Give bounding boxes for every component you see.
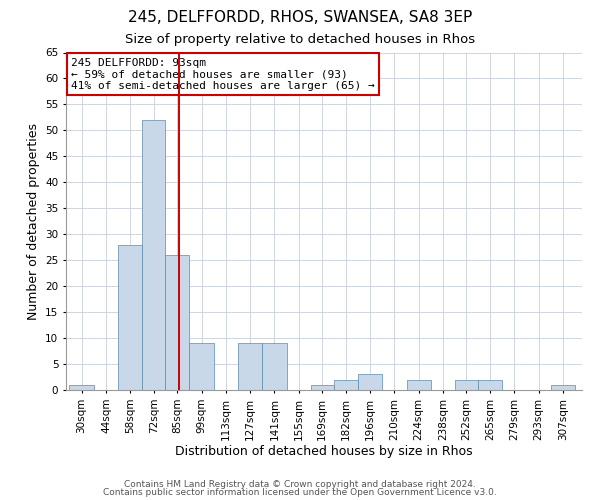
X-axis label: Distribution of detached houses by size in Rhos: Distribution of detached houses by size … bbox=[175, 446, 473, 458]
Text: Contains public sector information licensed under the Open Government Licence v3: Contains public sector information licen… bbox=[103, 488, 497, 497]
Text: Contains HM Land Registry data © Crown copyright and database right 2024.: Contains HM Land Registry data © Crown c… bbox=[124, 480, 476, 489]
Y-axis label: Number of detached properties: Number of detached properties bbox=[26, 122, 40, 320]
Bar bbox=[190, 344, 214, 390]
Bar bbox=[142, 120, 165, 390]
Bar bbox=[118, 244, 142, 390]
Text: Size of property relative to detached houses in Rhos: Size of property relative to detached ho… bbox=[125, 32, 475, 46]
Bar bbox=[478, 380, 502, 390]
Bar bbox=[455, 380, 478, 390]
Bar bbox=[358, 374, 382, 390]
Bar bbox=[238, 344, 262, 390]
Bar bbox=[262, 344, 287, 390]
Bar bbox=[334, 380, 358, 390]
Bar bbox=[311, 385, 334, 390]
Bar bbox=[551, 385, 575, 390]
Bar bbox=[407, 380, 431, 390]
Bar bbox=[165, 255, 190, 390]
Bar bbox=[70, 385, 94, 390]
Text: 245, DELFFORDD, RHOS, SWANSEA, SA8 3EP: 245, DELFFORDD, RHOS, SWANSEA, SA8 3EP bbox=[128, 10, 472, 25]
Text: 245 DELFFORDD: 93sqm
← 59% of detached houses are smaller (93)
41% of semi-detac: 245 DELFFORDD: 93sqm ← 59% of detached h… bbox=[71, 58, 375, 91]
